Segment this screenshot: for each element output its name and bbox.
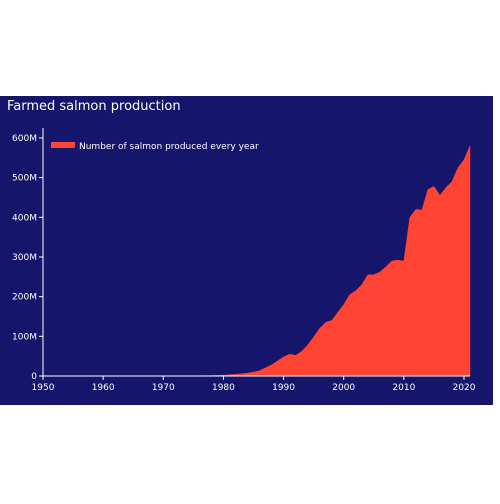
x-tick-label: 2000	[332, 383, 355, 393]
y-tick-label: 0	[31, 372, 37, 382]
y-tick-label: 100M	[12, 332, 37, 342]
y-tick-label: 400M	[12, 213, 37, 223]
x-tick-label: 1950	[32, 383, 55, 393]
legend-label: Number of salmon produced every year	[79, 142, 259, 152]
y-tick-label: 600M	[12, 134, 37, 144]
x-tick-label: 2020	[453, 383, 476, 393]
x-tick-label: 1970	[152, 383, 175, 393]
legend: Number of salmon produced every year	[51, 142, 259, 152]
x-tick-label: 1990	[272, 383, 295, 393]
axes: 0 100M 200M 300M 400M 500M 600M 1950 1960 1970 198…	[12, 128, 476, 393]
y-tick-label: 200M	[12, 293, 37, 303]
series-layer	[43, 145, 471, 377]
series-area	[43, 145, 471, 377]
chart-title: Farmed salmon production	[7, 99, 181, 114]
y-tick-label: 300M	[12, 253, 37, 263]
x-tick-label: 1980	[212, 383, 235, 393]
x-tick-label: 2010	[392, 383, 415, 393]
x-tick-label: 1960	[92, 383, 115, 393]
legend-swatch	[51, 142, 75, 148]
y-tick-label: 500M	[12, 174, 37, 184]
